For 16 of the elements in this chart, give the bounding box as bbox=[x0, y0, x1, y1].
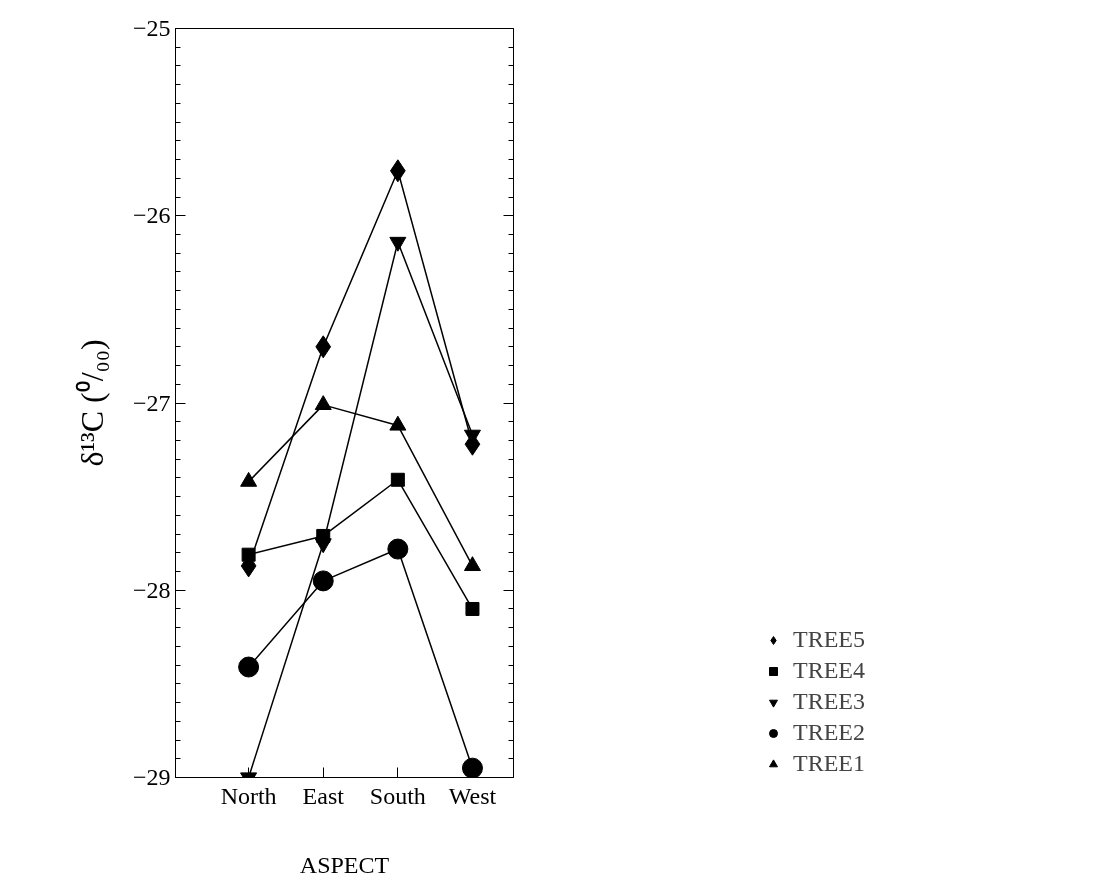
y-tick-label: −25 bbox=[132, 15, 171, 41]
x-tick-label: West bbox=[448, 782, 497, 809]
y-axis-title: δ¹³C (⁰/₀₀) bbox=[73, 339, 110, 467]
y-tick-label: −27 bbox=[132, 389, 171, 416]
legend-label: TREE2 bbox=[793, 719, 865, 746]
legend-label: TREE4 bbox=[793, 657, 865, 684]
x-tick-label: South bbox=[369, 782, 426, 809]
y-tick-label: −28 bbox=[132, 576, 171, 603]
x-axis-title: ASPECT bbox=[299, 851, 390, 878]
y-tick-label: −26 bbox=[132, 202, 171, 229]
legend-label: TREE1 bbox=[793, 750, 865, 777]
legend-label: TREE5 bbox=[793, 626, 865, 653]
legend-label: TREE3 bbox=[793, 688, 865, 715]
x-tick-label: North bbox=[220, 782, 277, 809]
x-tick-label: East bbox=[302, 782, 345, 809]
y-tick-label: −29 bbox=[132, 764, 171, 790]
